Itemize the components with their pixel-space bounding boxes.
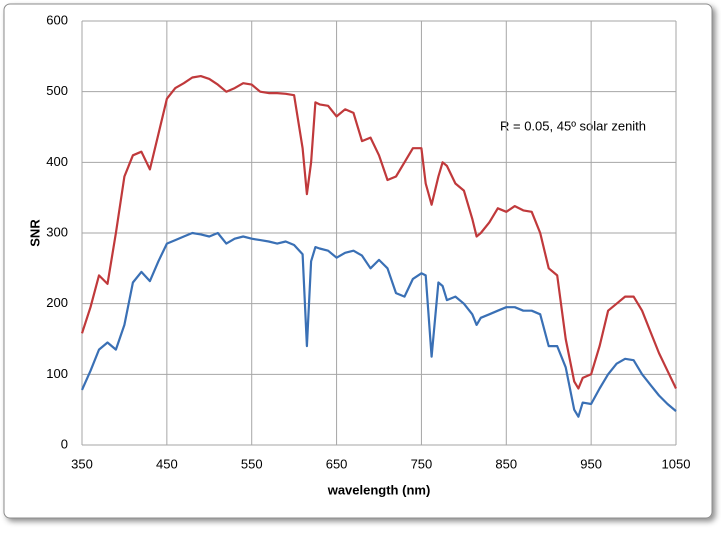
x-tick-label: 550 (241, 456, 263, 471)
x-tick-label: 850 (495, 456, 517, 471)
x-tick-label: 1050 (662, 456, 691, 471)
x-tick-label: 650 (326, 456, 348, 471)
annotation: R = 0.05, 45º solar zenith (500, 118, 646, 133)
x-axis-label: wavelength (nm) (327, 482, 431, 497)
x-tick-label: 950 (580, 456, 602, 471)
x-tick-label: 450 (156, 456, 178, 471)
y-tick-label: 200 (46, 295, 68, 310)
y-tick-label: 100 (46, 366, 68, 381)
chart-frame (3, 3, 713, 519)
series-line (80, 231, 677, 418)
y-tick-label: 0 (61, 436, 68, 451)
x-tick-label: 350 (71, 456, 93, 471)
y-axis-label: SNR (27, 219, 42, 247)
y-tick-label: 400 (46, 154, 68, 169)
x-tick-label: 750 (411, 456, 433, 471)
y-tick-label: 300 (46, 224, 68, 239)
y-tick-label: 600 (46, 12, 68, 27)
y-tick-label: 500 (46, 83, 68, 98)
series-line (80, 75, 677, 390)
